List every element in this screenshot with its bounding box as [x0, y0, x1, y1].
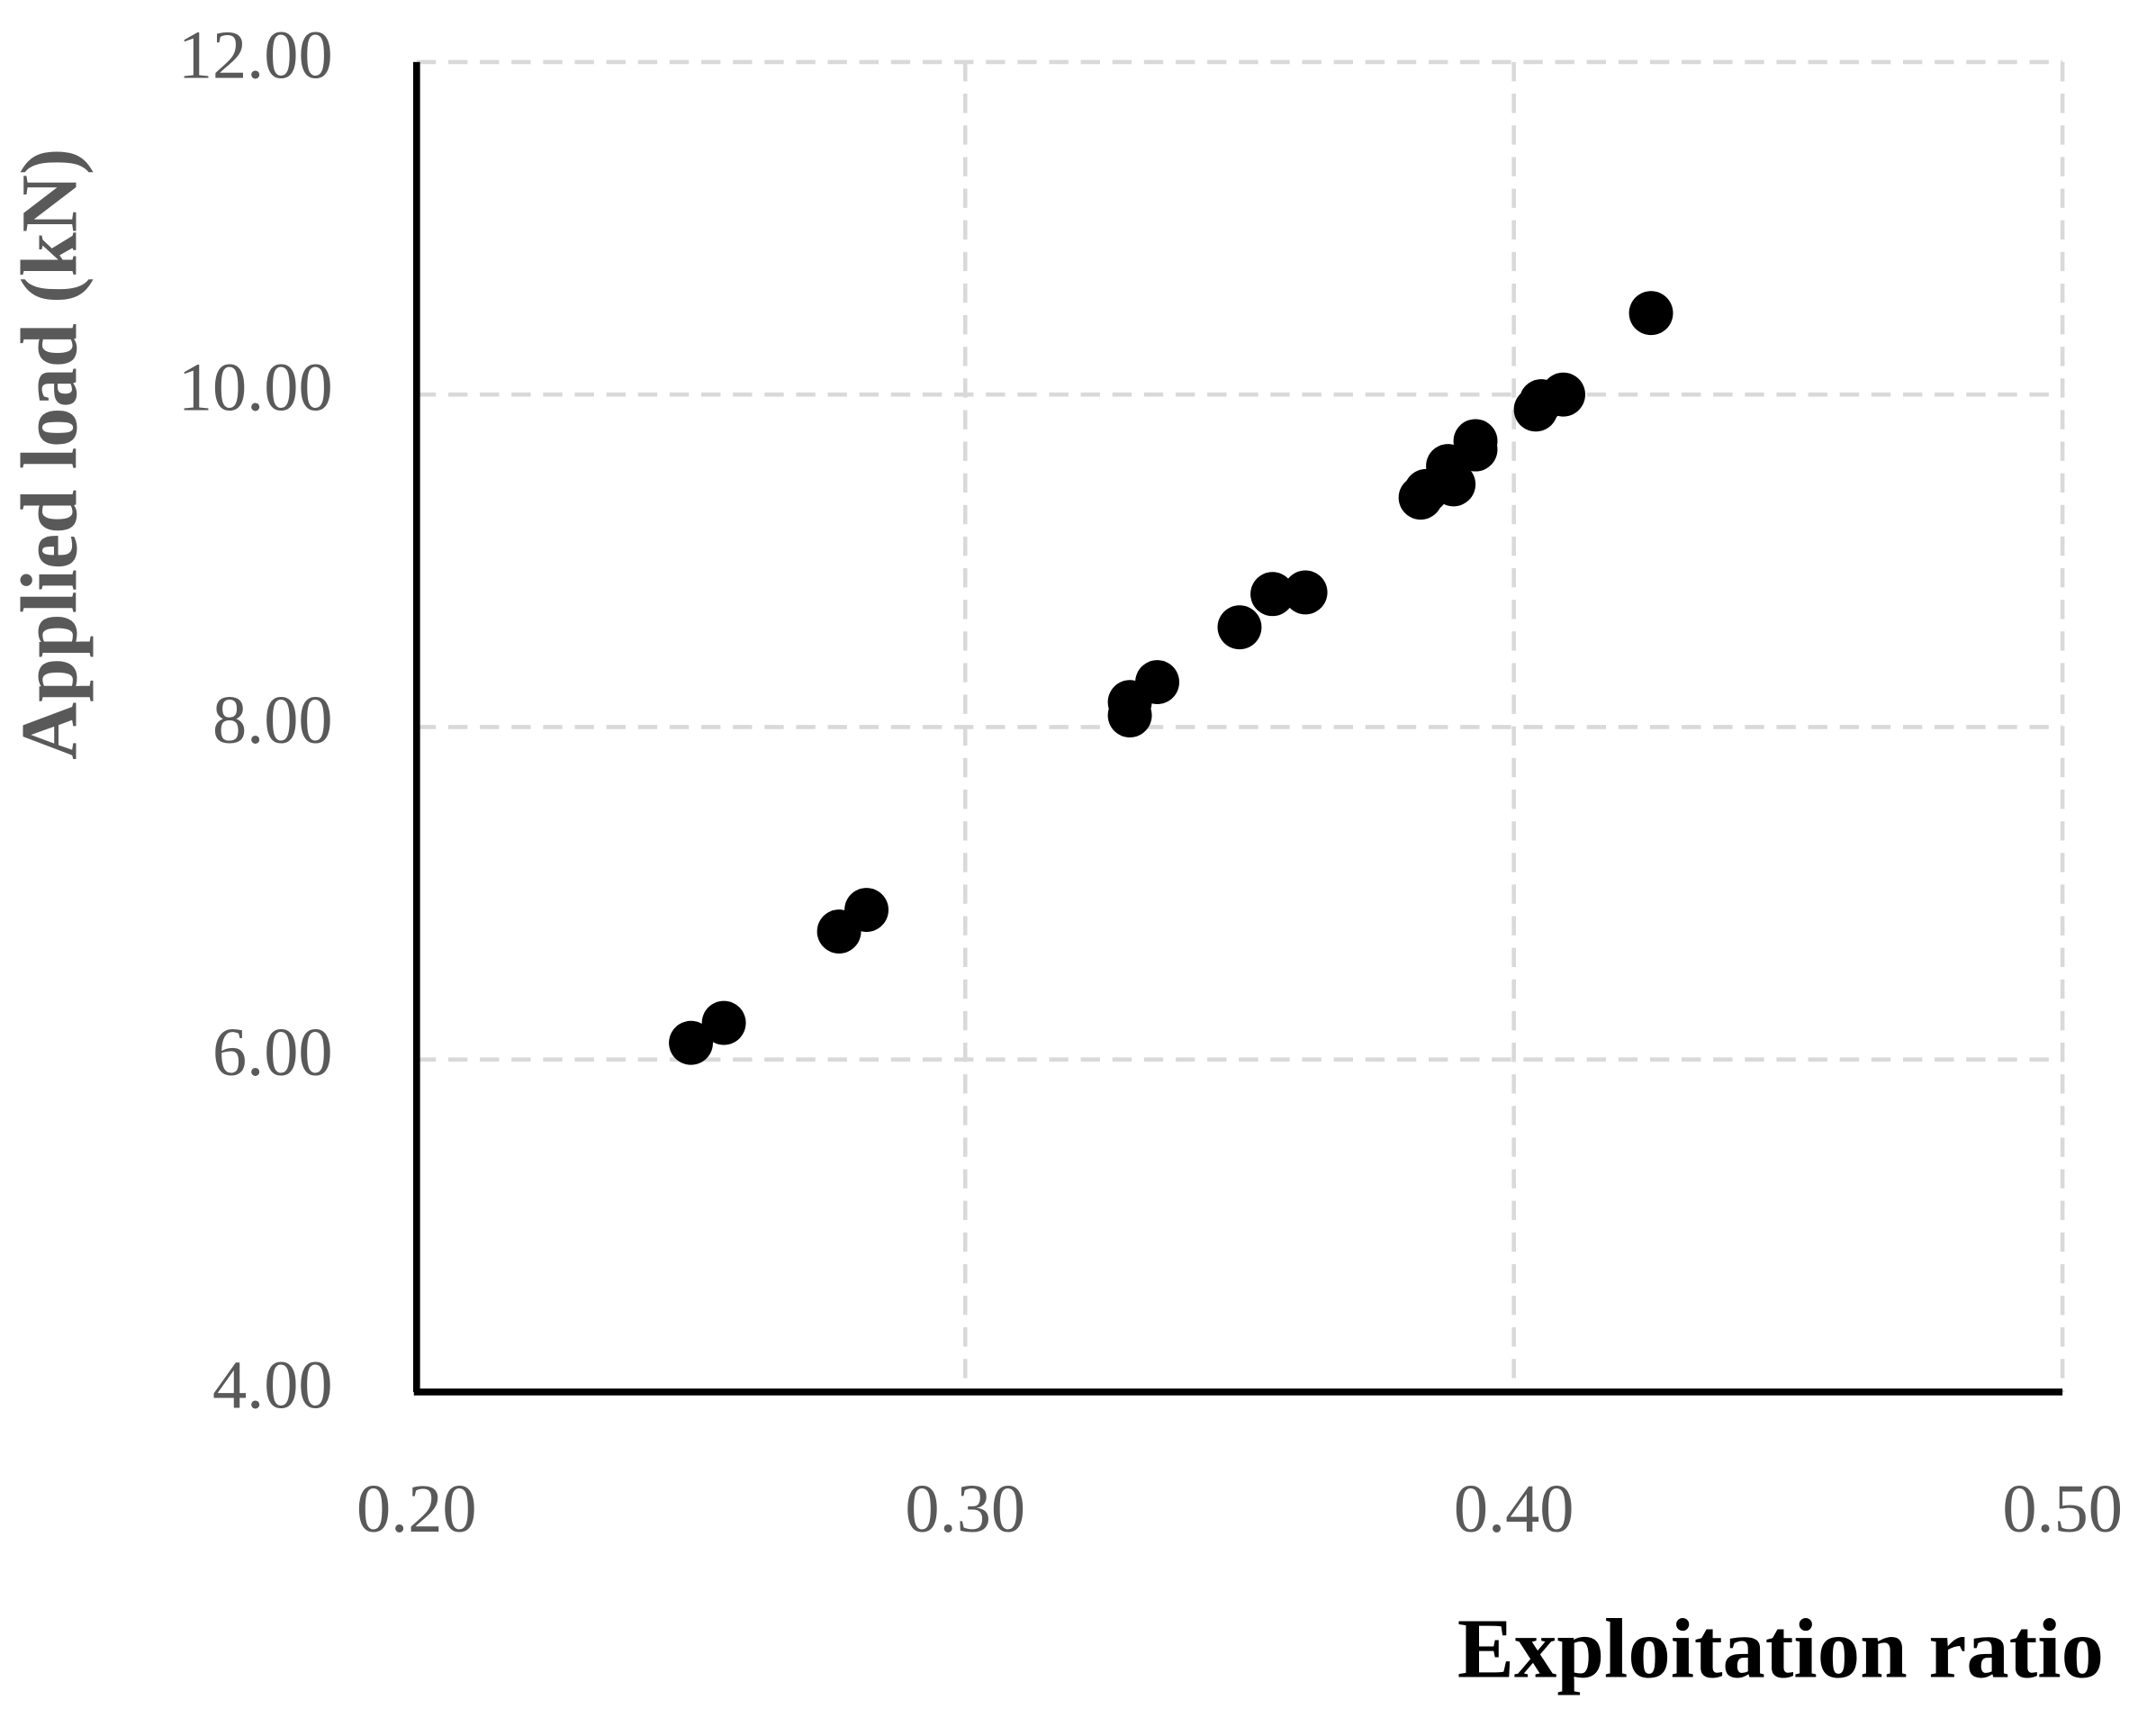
point [1541, 372, 1585, 417]
x-tick-label: 0.40 [1454, 1470, 1574, 1547]
y-tick-label: 8.00 [212, 682, 333, 758]
x-tick-label: 0.30 [905, 1470, 1025, 1547]
y-axis-label: Applied load (kN) [5, 149, 94, 760]
point [1283, 570, 1328, 615]
grid [414, 59, 2065, 1395]
point [1431, 462, 1476, 507]
point [1217, 605, 1262, 650]
points [669, 291, 1673, 1065]
x-axis-label: Exploitation ratio [1457, 1602, 2104, 1695]
y-tick-label: 4.00 [212, 1346, 333, 1423]
point [1628, 291, 1673, 336]
point [669, 1020, 713, 1065]
point [1453, 419, 1498, 464]
y-tick-label: 6.00 [212, 1014, 333, 1090]
point [844, 888, 889, 932]
x-tick-label: 0.50 [2002, 1470, 2123, 1547]
y-tick-label: 10.00 [178, 349, 333, 426]
y-tick-label: 12.00 [178, 16, 333, 93]
point [1135, 660, 1179, 705]
point [701, 1000, 746, 1045]
point [1250, 572, 1295, 617]
x-tick-label: 0.20 [356, 1470, 477, 1547]
